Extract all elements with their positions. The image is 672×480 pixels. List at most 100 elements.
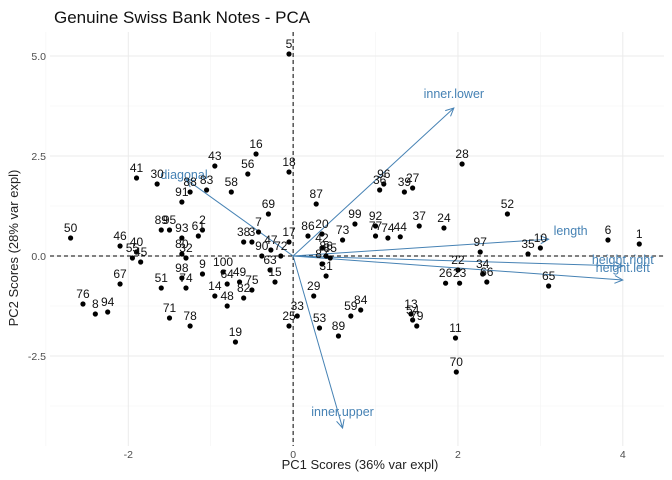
- score-point: 28: [455, 147, 469, 167]
- point-label: 14: [208, 279, 222, 293]
- point-label: 92: [369, 209, 383, 223]
- y-tick-label: -2.5: [28, 351, 46, 363]
- vector-inner-upper: inner.upper: [292, 255, 374, 430]
- score-point: 15: [268, 265, 282, 285]
- point-marker: [286, 51, 292, 57]
- point-marker: [381, 181, 387, 187]
- x-tick-label: 0: [290, 449, 296, 461]
- score-point: 19: [229, 325, 242, 345]
- point-marker: [410, 185, 416, 191]
- point-label: 30: [150, 167, 164, 181]
- point-marker: [397, 234, 403, 240]
- score-point: 63: [263, 253, 277, 273]
- point-marker: [249, 239, 255, 245]
- point-marker: [286, 169, 292, 175]
- point-label: 22: [451, 253, 465, 267]
- point-marker: [241, 295, 247, 301]
- score-point: 3: [249, 225, 256, 245]
- point-label: 58: [225, 175, 239, 189]
- score-point: 39: [398, 175, 411, 195]
- point-label: 98: [175, 261, 189, 275]
- point-label: 61: [192, 219, 206, 233]
- point-marker: [477, 249, 483, 255]
- point-marker: [117, 281, 123, 287]
- score-point: 58: [225, 175, 239, 195]
- point-marker: [323, 253, 329, 259]
- score-point: 14: [208, 279, 222, 299]
- score-point: 92: [369, 209, 383, 229]
- point-label: 15: [268, 265, 282, 279]
- point-label: 82: [237, 281, 251, 295]
- point-marker: [68, 235, 74, 241]
- point-label: 16: [249, 137, 263, 151]
- point-marker: [457, 280, 463, 286]
- point-label: 37: [413, 209, 427, 223]
- point-label: 48: [221, 289, 235, 303]
- point-marker: [372, 233, 379, 239]
- point-label: 96: [377, 167, 391, 181]
- score-point: 34: [476, 257, 490, 277]
- point-marker: [605, 237, 611, 243]
- score-point: 41: [130, 161, 144, 181]
- point-label: 18: [282, 155, 296, 169]
- point-marker: [305, 233, 311, 239]
- point-label: 24: [437, 211, 451, 225]
- point-marker: [105, 309, 111, 315]
- point-label: 80: [175, 237, 189, 251]
- score-point: 49: [233, 265, 247, 285]
- score-point: 8: [92, 297, 99, 317]
- vector-height-right: height.right: [293, 253, 654, 271]
- point-label: 10: [534, 231, 548, 245]
- point-marker: [358, 307, 364, 313]
- point-label: 90: [255, 239, 269, 253]
- point-label: 74: [381, 221, 395, 235]
- score-point: 37: [413, 209, 427, 229]
- score-point: 96: [377, 167, 391, 187]
- point-label: 6: [605, 223, 612, 237]
- score-point: 86: [301, 219, 315, 239]
- point-marker: [414, 323, 420, 329]
- point-marker: [129, 255, 136, 261]
- score-point: 91: [175, 185, 189, 205]
- score-point: 13: [404, 297, 418, 317]
- point-label: 97: [474, 235, 488, 249]
- score-point: 98: [175, 261, 189, 281]
- score-point: 66: [480, 265, 494, 285]
- vector-label: diagonal: [160, 168, 207, 182]
- point-label: 49: [233, 265, 247, 279]
- point-label: 63: [263, 253, 277, 267]
- point-marker: [232, 339, 239, 345]
- point-label: 94: [101, 295, 115, 309]
- point-label: 65: [542, 269, 556, 283]
- point-label: 51: [155, 271, 169, 285]
- point-label: 44: [394, 220, 408, 234]
- score-point: 77: [369, 219, 383, 239]
- x-tick-label: -2: [124, 449, 133, 461]
- score-point: 59: [344, 299, 358, 319]
- point-marker: [286, 323, 292, 329]
- point-marker: [179, 199, 185, 205]
- point-label: 74: [179, 271, 193, 285]
- score-point: 20: [315, 217, 329, 237]
- point-label: 99: [348, 207, 362, 221]
- score-point: 47: [264, 233, 278, 253]
- point-marker: [272, 279, 278, 285]
- score-point: 51: [155, 271, 169, 291]
- vector-diagonal: diagonal: [160, 168, 294, 257]
- score-point: 29: [307, 279, 321, 299]
- point-label: 78: [183, 309, 197, 323]
- chart-title: Genuine Swiss Bank Notes - PCA: [54, 8, 311, 27]
- score-point: 1: [636, 227, 643, 247]
- point-marker: [117, 243, 123, 249]
- point-marker: [525, 251, 531, 257]
- point-marker: [372, 223, 379, 229]
- point-marker: [203, 187, 210, 193]
- point-label: 35: [521, 237, 535, 251]
- point-marker: [220, 269, 226, 275]
- point-marker: [255, 229, 262, 235]
- score-point: 79: [410, 309, 424, 329]
- point-label: 43: [208, 149, 222, 163]
- score-point: 100: [213, 255, 233, 275]
- point-marker: [267, 267, 273, 273]
